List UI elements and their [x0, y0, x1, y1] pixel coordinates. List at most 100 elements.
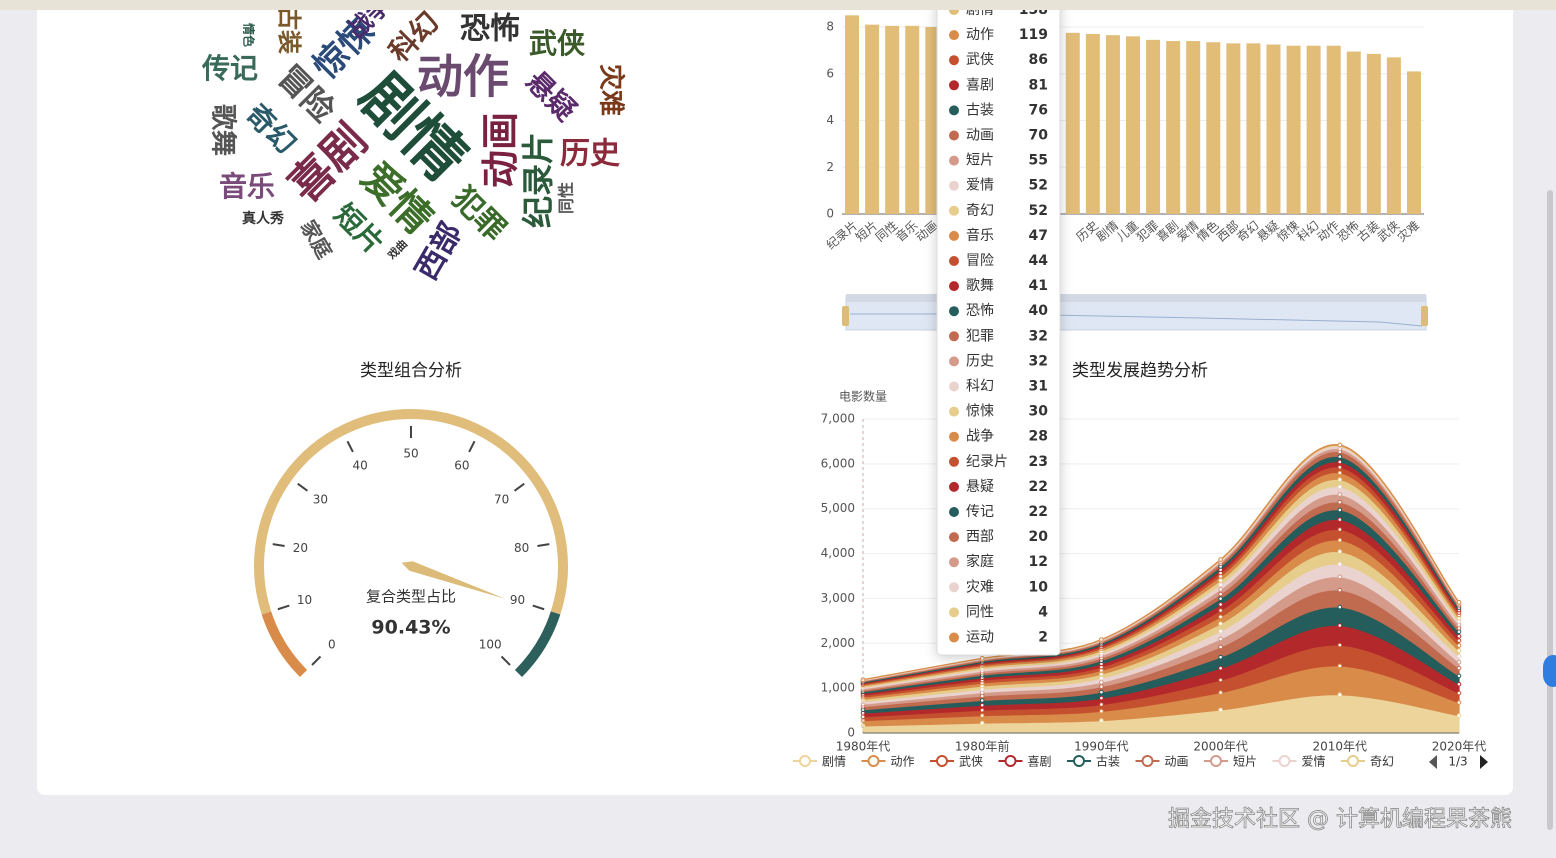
tooltip-value: 55: [1029, 153, 1048, 169]
bar: [845, 15, 860, 214]
gauge-value: 90.43%: [371, 617, 450, 639]
legend-label: 短片: [1233, 755, 1257, 769]
point: [1099, 718, 1104, 723]
tooltip-value: 52: [1029, 203, 1048, 219]
tooltip-value: 22: [1029, 479, 1048, 495]
tooltip-name: 动画: [966, 128, 994, 144]
tooltip-name: 悬疑: [966, 479, 994, 495]
legend-next[interactable]: [1480, 755, 1488, 769]
tooltip-dot: [949, 306, 959, 317]
x-tick-label: 1980年代: [836, 740, 891, 754]
bar: [1206, 42, 1221, 214]
tooltip-dot: [949, 507, 959, 517]
word: 历史: [560, 137, 620, 172]
legend-page: 1/3: [1448, 755, 1467, 769]
tooltip-name: 犯罪: [966, 328, 994, 344]
tooltip-name: 喜剧: [966, 77, 994, 93]
gauge-tick-label: 40: [353, 459, 368, 473]
bar: [1326, 45, 1341, 215]
tooltip-name: 科幻: [966, 379, 994, 395]
tooltip-dot: [949, 205, 959, 216]
point: [1218, 621, 1223, 627]
point: [1218, 629, 1223, 634]
tooltip-dot: [949, 105, 959, 116]
tooltip-dot: [949, 155, 959, 166]
point: [1218, 636, 1223, 642]
point: [1456, 665, 1462, 671]
tooltip-name: 动作: [966, 27, 994, 43]
point: [1456, 638, 1462, 643]
y-tick-label: 1,000: [821, 681, 855, 695]
tooltip-value: 119: [1019, 27, 1048, 43]
legend-icon: [936, 755, 948, 767]
tooltip-dot: [949, 356, 959, 367]
point: [1456, 643, 1462, 648]
point: [1337, 459, 1343, 465]
point: [979, 707, 985, 713]
gauge-tick: [468, 440, 476, 453]
point: [1218, 677, 1223, 683]
tooltip-value: 47: [1029, 228, 1048, 244]
point: [1337, 642, 1343, 648]
y-tick-label: 3,000: [821, 591, 855, 605]
gauge-tick-label: 90: [510, 593, 525, 607]
legend-icon: [799, 755, 811, 767]
bar: [1306, 45, 1321, 215]
x-tick-label: 1990年代: [1074, 740, 1129, 754]
bar: [1286, 45, 1301, 215]
point: [1337, 537, 1343, 543]
point: [1218, 707, 1223, 713]
point: [1099, 689, 1104, 695]
tooltip-dot: [949, 532, 959, 543]
y-tick-label: 2: [826, 160, 834, 174]
gauge-tick-label: 0: [328, 638, 336, 652]
legend-icon: [1278, 755, 1291, 767]
point: [1218, 602, 1223, 607]
point: [1337, 574, 1343, 580]
point: [1099, 671, 1104, 677]
gauge-pointer: [401, 561, 506, 599]
bar: [1226, 43, 1241, 214]
scrollbar[interactable]: [1547, 190, 1553, 830]
legend-label: 奇幻: [1370, 755, 1394, 769]
tooltip-value: 30: [1029, 404, 1049, 420]
y-axis-label: 电影数量: [839, 389, 887, 404]
tooltip-dot: [949, 557, 959, 568]
tooltip: 剧情158动作119武侠86喜剧81古装76动画70短片55爱情52奇幻52音乐…: [936, 0, 1061, 656]
side-button[interactable]: [1543, 655, 1556, 687]
point: [1218, 596, 1223, 601]
tooltip-value: 12: [1029, 554, 1048, 570]
tooltip-name: 西部: [966, 529, 994, 545]
gauge-tick-label: 80: [514, 541, 529, 555]
legend-icon: [1004, 755, 1017, 767]
gauge-tick-label: 30: [313, 493, 328, 507]
point: [1337, 507, 1343, 513]
tooltip-name: 战争: [966, 429, 994, 445]
tooltip-value: 28: [1029, 429, 1048, 445]
tooltip-dot: [949, 406, 959, 417]
bar: [1186, 41, 1201, 215]
gauge-tick: [277, 604, 290, 611]
tooltip-dot: [949, 582, 959, 593]
point: [1456, 713, 1462, 718]
legend-label: 武侠: [959, 755, 983, 769]
data-zoom[interactable]: [842, 294, 1428, 331]
point: [1337, 465, 1343, 470]
point: [1218, 644, 1223, 650]
legend-icon: [1347, 755, 1359, 767]
y-tick-label: 2,000: [821, 636, 855, 650]
tooltip-dot: [949, 230, 959, 241]
point: [979, 720, 985, 726]
tooltip-name: 同性: [966, 604, 994, 620]
point: [1337, 492, 1343, 497]
tooltip-dot: [949, 632, 959, 643]
bar: [1386, 57, 1401, 215]
word: 武侠: [529, 27, 586, 60]
tooltip-name: 歌舞: [966, 278, 994, 294]
legend-prev[interactable]: [1429, 755, 1437, 769]
tooltip-name: 惊悚: [966, 404, 994, 420]
word: 传记: [201, 52, 258, 85]
chart-title: 类型发展趋势分析: [1072, 361, 1208, 381]
gauge-tick: [537, 543, 550, 547]
